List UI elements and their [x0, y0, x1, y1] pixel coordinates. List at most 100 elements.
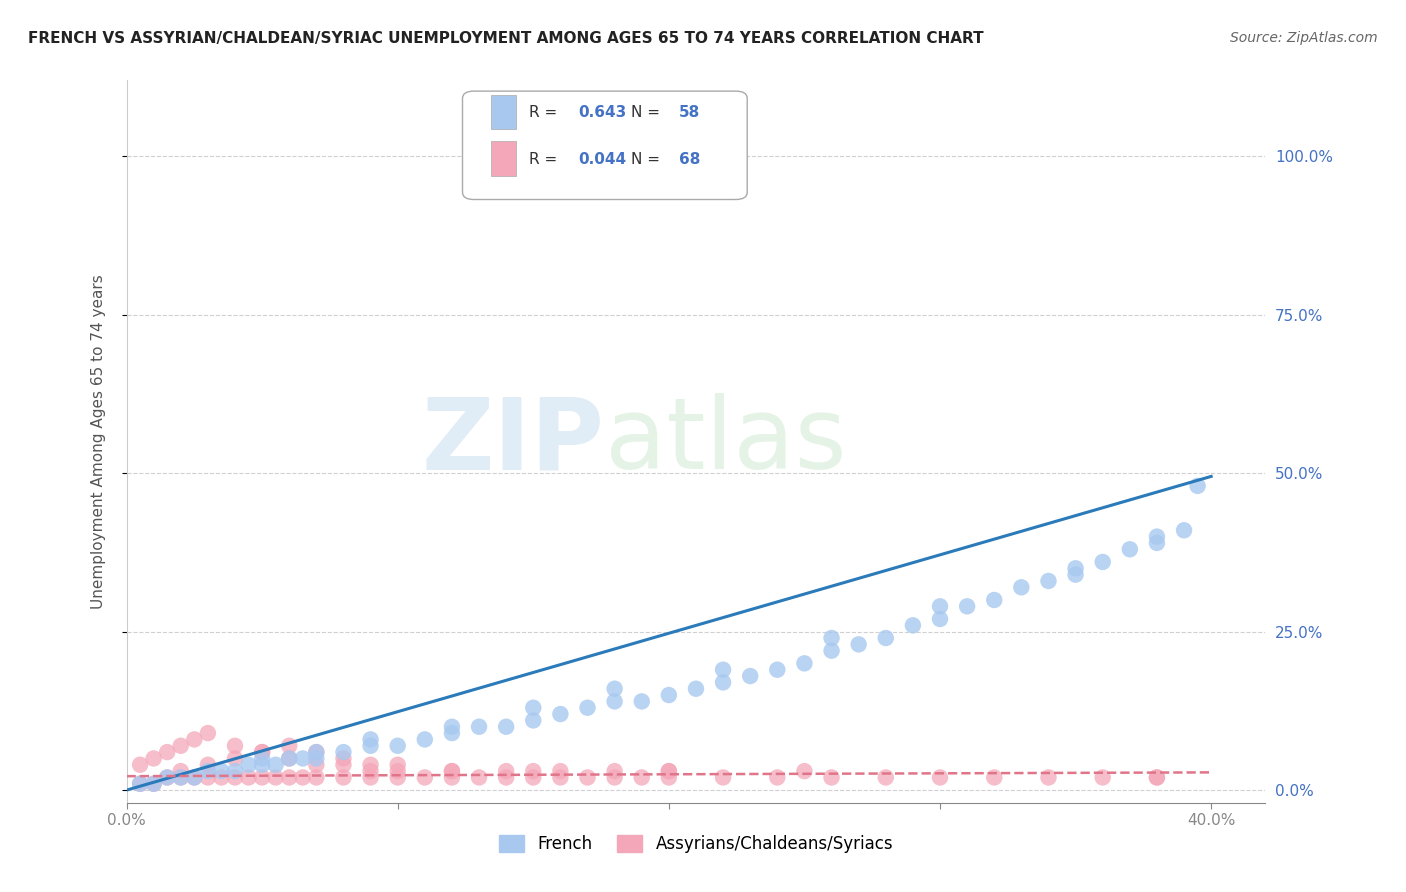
- Point: [387, 764, 409, 778]
- Point: [332, 751, 354, 765]
- Point: [291, 771, 314, 785]
- Point: [170, 739, 193, 753]
- Point: [929, 612, 952, 626]
- Point: [440, 720, 463, 734]
- Point: [522, 700, 544, 714]
- Point: [224, 771, 246, 785]
- Point: [1146, 771, 1168, 785]
- Point: [711, 663, 734, 677]
- Point: [413, 771, 436, 785]
- Point: [603, 771, 626, 785]
- Point: [224, 739, 246, 753]
- Text: atlas: atlas: [605, 393, 846, 490]
- Point: [129, 777, 152, 791]
- Point: [360, 764, 382, 778]
- Point: [522, 714, 544, 728]
- Point: [630, 771, 652, 785]
- Text: N =: N =: [631, 152, 665, 167]
- Point: [250, 751, 273, 765]
- Point: [685, 681, 707, 696]
- Point: [550, 707, 572, 722]
- Point: [224, 751, 246, 765]
- Point: [332, 757, 354, 772]
- Point: [766, 663, 789, 677]
- Point: [1119, 542, 1142, 557]
- Point: [901, 618, 924, 632]
- Point: [848, 637, 870, 651]
- Point: [603, 681, 626, 696]
- Point: [129, 757, 152, 772]
- Point: [156, 771, 179, 785]
- Point: [332, 745, 354, 759]
- Point: [278, 771, 301, 785]
- Legend: French, Assyrians/Chaldeans/Syriacs: French, Assyrians/Chaldeans/Syriacs: [492, 828, 900, 860]
- Point: [278, 751, 301, 765]
- Point: [156, 771, 179, 785]
- Point: [142, 777, 165, 791]
- Point: [264, 757, 287, 772]
- Point: [875, 631, 897, 645]
- Point: [387, 757, 409, 772]
- Text: FRENCH VS ASSYRIAN/CHALDEAN/SYRIAC UNEMPLOYMENT AMONG AGES 65 TO 74 YEARS CORREL: FRENCH VS ASSYRIAN/CHALDEAN/SYRIAC UNEMP…: [28, 31, 984, 46]
- Point: [603, 694, 626, 708]
- Point: [170, 764, 193, 778]
- FancyBboxPatch shape: [491, 141, 516, 176]
- Point: [495, 764, 517, 778]
- Point: [440, 764, 463, 778]
- Point: [238, 771, 260, 785]
- Point: [170, 771, 193, 785]
- Point: [630, 694, 652, 708]
- Text: 68: 68: [679, 152, 700, 167]
- Point: [278, 739, 301, 753]
- Point: [1146, 530, 1168, 544]
- Point: [183, 732, 205, 747]
- Point: [766, 771, 789, 785]
- Point: [711, 771, 734, 785]
- Point: [550, 771, 572, 785]
- Point: [1146, 771, 1168, 785]
- Point: [1173, 523, 1195, 537]
- Point: [576, 700, 599, 714]
- Point: [360, 732, 382, 747]
- Point: [224, 764, 246, 778]
- Point: [142, 777, 165, 791]
- Point: [740, 669, 762, 683]
- Point: [332, 771, 354, 785]
- Point: [264, 771, 287, 785]
- Point: [1038, 771, 1060, 785]
- Point: [211, 771, 233, 785]
- Point: [711, 675, 734, 690]
- Point: [820, 643, 842, 657]
- Point: [291, 751, 314, 765]
- Text: ZIP: ZIP: [422, 393, 605, 490]
- Point: [1091, 555, 1114, 569]
- Text: N =: N =: [631, 105, 665, 120]
- Point: [250, 745, 273, 759]
- Point: [820, 771, 842, 785]
- Point: [1146, 536, 1168, 550]
- Point: [360, 757, 382, 772]
- Point: [250, 771, 273, 785]
- Point: [197, 726, 219, 740]
- Point: [387, 739, 409, 753]
- Point: [278, 751, 301, 765]
- Point: [197, 771, 219, 785]
- Point: [250, 745, 273, 759]
- Point: [440, 764, 463, 778]
- Text: 0.643: 0.643: [579, 105, 627, 120]
- FancyBboxPatch shape: [463, 91, 747, 200]
- Text: 0.044: 0.044: [579, 152, 627, 167]
- Point: [603, 764, 626, 778]
- Point: [576, 771, 599, 785]
- Point: [250, 757, 273, 772]
- Point: [793, 657, 815, 671]
- Point: [658, 764, 681, 778]
- Point: [522, 771, 544, 785]
- Point: [929, 771, 952, 785]
- Point: [956, 599, 979, 614]
- Point: [820, 631, 842, 645]
- Point: [1038, 574, 1060, 588]
- Point: [170, 771, 193, 785]
- Point: [360, 771, 382, 785]
- Text: Source: ZipAtlas.com: Source: ZipAtlas.com: [1230, 31, 1378, 45]
